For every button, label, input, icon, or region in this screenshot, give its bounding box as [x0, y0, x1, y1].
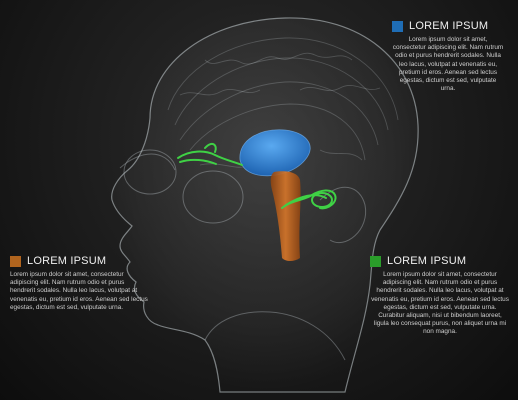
brain-folds — [167, 37, 399, 168]
head-outline — [111, 17, 419, 393]
green-swatch-icon — [370, 255, 381, 267]
callout-green-title: LOREM IPSUM — [387, 255, 467, 267]
skull-lines — [119, 149, 367, 361]
callout-orange: LOREM IPSUM Lorem ipsum dolor sit amet, … — [10, 255, 150, 312]
nerve-strands — [177, 142, 337, 210]
brainstem-shape — [270, 171, 301, 261]
blue-swatch-icon — [392, 20, 403, 32]
callout-blue-title: LOREM IPSUM — [409, 20, 489, 32]
orange-swatch-icon — [10, 255, 21, 267]
callout-blue: LOREM IPSUM Lorem ipsum dolor sit amet, … — [392, 20, 504, 93]
eye-socket-right — [182, 170, 244, 224]
callout-orange-title: LOREM IPSUM — [27, 255, 107, 267]
callout-orange-body: Lorem ipsum dolor sit amet, consectetur … — [10, 271, 148, 311]
eye-socket — [123, 149, 177, 195]
callout-green: LOREM IPSUM Lorem ipsum dolor sit amet, … — [370, 255, 510, 337]
callout-green-body: Lorem ipsum dolor sit amet, consectetur … — [371, 271, 509, 336]
callout-blue-body: Lorem ipsum dolor sit amet, consectetur … — [392, 36, 504, 93]
hippocampus-shape — [239, 129, 311, 177]
